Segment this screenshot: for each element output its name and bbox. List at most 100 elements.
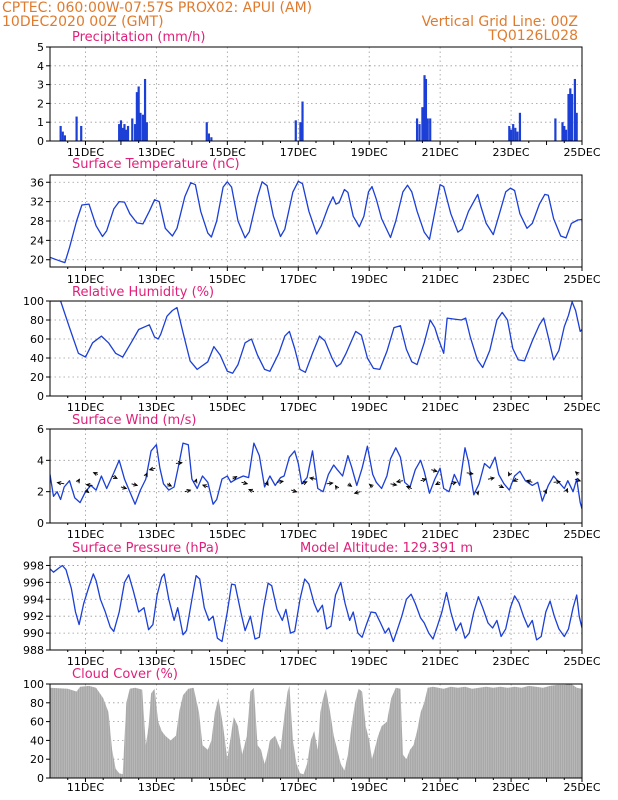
precip-bar [575, 112, 578, 141]
pressure-xtick-label: 21DEC [422, 655, 459, 668]
temp-ytick-label: 32 [30, 196, 44, 209]
rh-line [50, 301, 582, 374]
wind-arrow-head [122, 485, 128, 490]
wind-arrow [120, 485, 128, 490]
precip-bar [299, 122, 302, 141]
pressure-ytick-label: 988 [23, 644, 44, 657]
wind-arrow [232, 476, 238, 481]
pressure-xtick-label: 17DEC [280, 655, 317, 668]
temp-data [50, 180, 582, 264]
precip-bar [514, 127, 517, 141]
precip-bar [135, 92, 138, 141]
precip-bar [80, 125, 83, 141]
rh-title: Relative Humidity (%) [72, 285, 214, 300]
precip-bar [509, 129, 513, 141]
cloud-ytick-label: 20 [30, 753, 44, 766]
wind-arrow [574, 471, 580, 476]
wind-xtick-label: 11DEC [67, 528, 104, 541]
wind-arrow-head [395, 479, 401, 484]
pressure-xtick-label: 19DEC [351, 655, 388, 668]
wind-arrow-head [564, 487, 568, 493]
precip-ytick-label: 4 [37, 60, 44, 73]
wind-arrow-head [490, 476, 495, 481]
wind-arrow-head [353, 490, 359, 495]
precip-bar [415, 118, 419, 141]
precip-ytick-label: 0 [37, 135, 44, 148]
wind-arrow [542, 489, 548, 494]
rh-xtick-label: 25DEC [563, 401, 600, 414]
wind-arrow [526, 479, 533, 484]
precip-bar [301, 101, 304, 141]
precip-bar [119, 120, 123, 141]
header: CPTEC: 060:00W-07:57S PROX02: APUI (AM) … [0, 0, 618, 44]
rh-ytick-label: 60 [30, 333, 44, 346]
wind-arrow-head [84, 488, 90, 494]
wind-panel: 0 2 4 6 11DEC 13DEC 15DEC 17DEC 19DEC 21DEC 23DEC 2… [37, 413, 601, 541]
wind-arrow-head [405, 485, 411, 490]
precip-bar [554, 118, 557, 141]
precip-bar [59, 125, 62, 141]
rh-ytick-label: 80 [30, 314, 44, 327]
wind-arrow [291, 488, 298, 493]
cloud-ytick-label: 60 [30, 716, 44, 729]
wind-arrow [353, 490, 361, 495]
precip-ytick-label: 3 [37, 79, 44, 92]
wind-arrow-head [243, 480, 249, 485]
wind-arrow-head [432, 468, 438, 473]
temp-xtick-label: 13DEC [138, 273, 175, 286]
wind-arrow-shaft [57, 482, 65, 485]
wind-arrow-head [201, 484, 207, 489]
header-station-line: CPTEC: 060:00W-07:57S PROX02: APUI (AM) [2, 0, 313, 16]
pressure-frame [49, 556, 583, 651]
precip-xtick-label: 21DEC [422, 146, 459, 159]
precip-bar [139, 112, 142, 141]
cloud-area [50, 684, 582, 778]
wind-arrow-head [508, 471, 513, 477]
pressure-xtick-label: 15DEC [209, 655, 246, 668]
cloud-ytick-label: 0 [37, 772, 44, 785]
precip-bar [564, 129, 568, 141]
precip-ytick-label: 5 [37, 41, 44, 54]
wind-arrow-head [421, 478, 427, 483]
wind-arrow [390, 482, 398, 487]
wind-arrow-head [452, 481, 458, 486]
precip-bar [512, 124, 515, 141]
wind-arrow [264, 481, 269, 486]
precip-bar [570, 94, 574, 141]
temp-xtick-label: 11DEC [67, 273, 104, 286]
pressure-ytick-label: 992 [23, 610, 44, 623]
cloud-xtick-label: 23DEC [493, 781, 530, 794]
rh-data [50, 301, 582, 374]
wind-arrow-head [143, 472, 148, 478]
wind-arrow [92, 471, 99, 476]
rh-xtick-label: 13DEC [138, 401, 175, 414]
wind-arrow [512, 477, 519, 482]
precip-bar [421, 107, 424, 141]
wind-arrow [574, 477, 582, 482]
wind-arrow-head [368, 483, 374, 489]
wind-arrow [201, 484, 208, 489]
temp-ytick-label: 24 [30, 234, 44, 247]
wind-ytick-label: 0 [37, 517, 44, 530]
pressure-ytick-label: 994 [23, 593, 44, 606]
wind-arrow [466, 471, 474, 476]
wind-arrow [487, 476, 495, 481]
pressure-panel: 988 990 992 994 996 998 11DEC 13DEC 15DEC 17DEC 19… [23, 541, 601, 668]
rh-xtick-label: 15DEC [209, 401, 246, 414]
precip-bar [61, 131, 64, 141]
wind-xtick-label: 21DEC [422, 528, 459, 541]
wind-arrow [498, 484, 505, 489]
rh-frame [49, 300, 583, 397]
wind-arrow [148, 466, 156, 471]
cloud-ytick-label: 80 [30, 697, 44, 710]
wind-arrow [248, 488, 255, 493]
pressure-xtick-label: 25DEC [563, 655, 600, 668]
wind-arrow-head [434, 481, 440, 485]
cloud-data [50, 684, 582, 778]
precip-bar [516, 131, 519, 141]
wind-arrow [143, 472, 148, 478]
wind-ytick-label: 4 [37, 454, 44, 467]
wind-arrow-head [92, 471, 98, 476]
precip-bar [418, 124, 421, 141]
precip-bar [561, 122, 564, 141]
